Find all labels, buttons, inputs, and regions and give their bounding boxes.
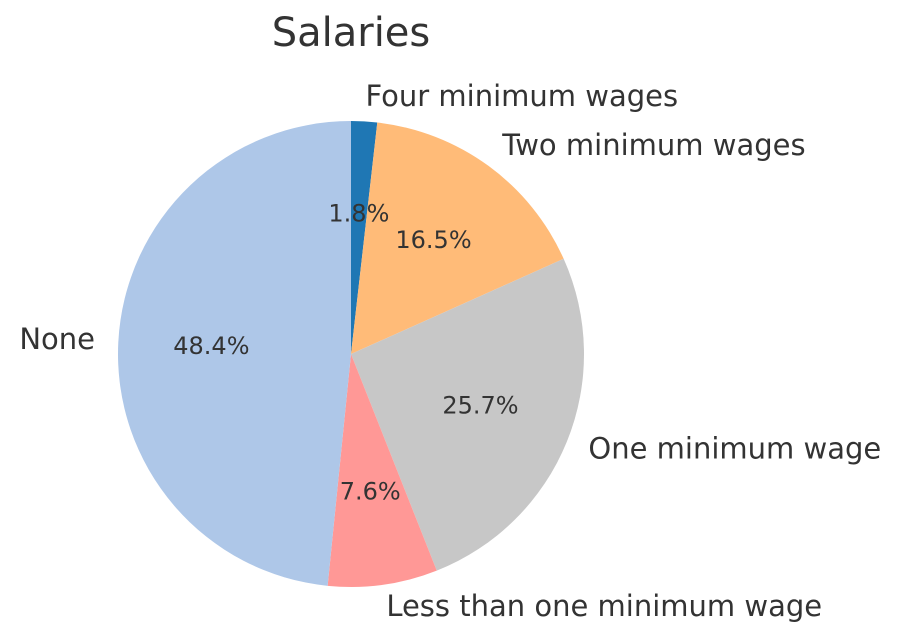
slice-label: Four minimum wages bbox=[365, 79, 678, 113]
percent-label: 25.7% bbox=[442, 392, 518, 420]
percent-label: 1.8% bbox=[328, 199, 389, 227]
percent-label: 7.6% bbox=[340, 477, 401, 505]
percent-label: 16.5% bbox=[395, 226, 471, 254]
percent-label: 48.4% bbox=[173, 332, 249, 360]
slice-label: Two minimum wages bbox=[501, 128, 805, 162]
slice-label: None bbox=[19, 322, 95, 356]
pie-slice bbox=[351, 121, 378, 354]
slice-label: Less than one minimum wage bbox=[386, 589, 822, 622]
pie-slice bbox=[351, 258, 584, 571]
chart-title: Salaries bbox=[272, 10, 431, 56]
pie-slice bbox=[351, 122, 564, 355]
slice-label: One minimum wage bbox=[588, 432, 881, 466]
pie-slice bbox=[327, 354, 437, 587]
pie-slice bbox=[118, 121, 352, 586]
